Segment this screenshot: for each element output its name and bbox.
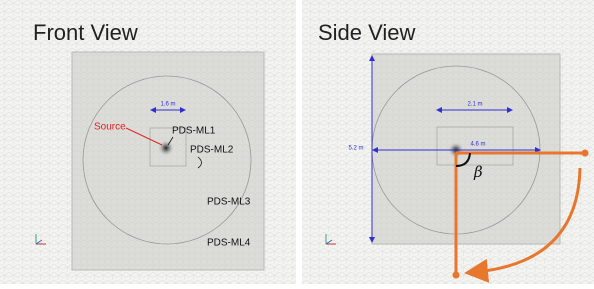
region-label: PDS-ML2: [190, 145, 234, 156]
region-label: PDS-ML4: [207, 238, 251, 249]
source-label: Source: [94, 122, 126, 133]
page: Front View 1.6 m Source PDS-ML1 PDS-ML2 …: [0, 0, 594, 284]
endpoint: [453, 272, 460, 279]
panel-title: Side View: [318, 20, 416, 45]
dimension-label: 4.6 m: [470, 142, 485, 148]
endpoint: [582, 150, 589, 157]
region-label: PDS-ML1: [172, 126, 216, 137]
source-point: [158, 140, 174, 156]
dimension-label: 2.1 m: [467, 102, 482, 108]
domain-square: [372, 54, 560, 244]
dimension-label: 1.6 m: [160, 102, 175, 108]
panel-title: Front View: [33, 20, 138, 45]
side-panel: Side View 2.1 m 4.6 m 5.2 m β: [302, 0, 594, 284]
angle-label: β: [473, 163, 483, 181]
region-label: PDS-ML3: [207, 197, 251, 208]
front-panel: Front View 1.6 m Source PDS-ML1 PDS-ML2 …: [0, 0, 296, 284]
figure: Front View 1.6 m Source PDS-ML1 PDS-ML2 …: [0, 0, 594, 284]
dimension-label: 5.2 m: [348, 146, 363, 152]
